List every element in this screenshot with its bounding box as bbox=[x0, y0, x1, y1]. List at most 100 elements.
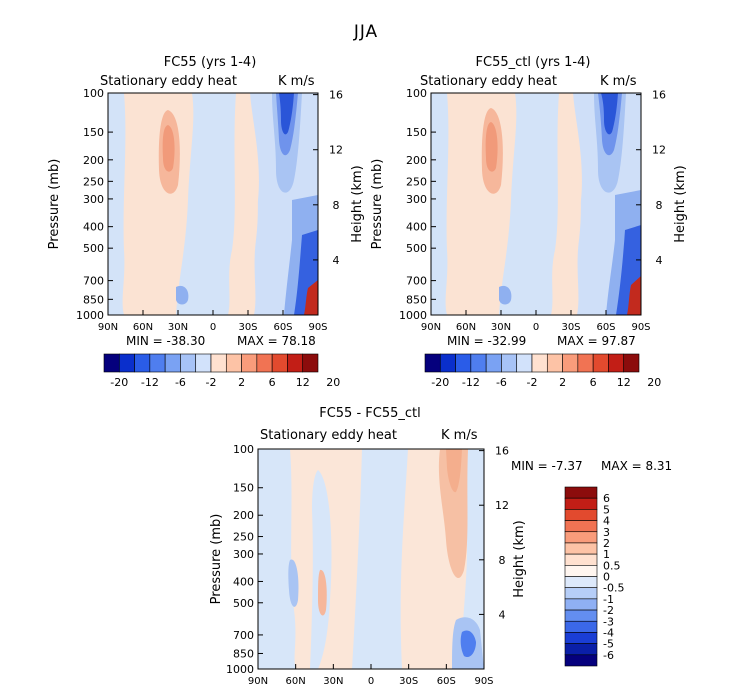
x-tick-label: 30S bbox=[238, 322, 257, 333]
positive-max-sh bbox=[438, 449, 468, 579]
colorbar-swatch bbox=[531, 353, 548, 373]
colorbar: -20 -12 -6 -2 2 6 12 20 bbox=[424, 353, 661, 389]
contour-field bbox=[258, 449, 484, 669]
x-axis: 90N 60N 30N 0 30S 60S 90S bbox=[98, 310, 328, 333]
y-tick-label: 200 bbox=[83, 154, 104, 167]
left-label: Stationary eddy heat bbox=[260, 428, 397, 443]
y-tick-label: 250 bbox=[406, 175, 427, 188]
colorbar-swatch bbox=[546, 353, 563, 373]
x-tick-label: 90S bbox=[474, 676, 493, 687]
units-label: K m/s bbox=[600, 74, 637, 89]
y-right-tick-label: 12 bbox=[495, 499, 509, 512]
y-tick-label: 1000 bbox=[76, 309, 104, 322]
y-tick-label: 200 bbox=[233, 509, 254, 522]
y-axis-label: Pressure (mb) bbox=[370, 159, 385, 250]
positive-jet-sh bbox=[561, 93, 581, 315]
y-right-tick-label: 8 bbox=[333, 199, 340, 212]
x-axis: 90N 60N 30N 0 30S 60S 90S bbox=[248, 664, 494, 687]
x-tick-label: 60N bbox=[456, 322, 476, 333]
y-axis-left: 100 150 200 250 300 400 500 700 850 1000 bbox=[226, 443, 263, 676]
colorbar-swatch bbox=[577, 353, 594, 373]
positive-core-nh bbox=[162, 125, 175, 172]
max-value: MAX = 97.87 bbox=[557, 334, 636, 348]
y-tick-label: 1000 bbox=[226, 663, 254, 676]
colorbar-swatch bbox=[564, 509, 598, 521]
colorbar-label: 6 bbox=[590, 376, 597, 389]
panel-title: FC55 (yrs 1-4) bbox=[164, 55, 257, 70]
y-axis-left: 100 150 200 250 300 400 500 700 850 1000 bbox=[76, 87, 113, 322]
figure-title: JJA bbox=[353, 22, 378, 42]
colorbar-swatch bbox=[564, 542, 598, 555]
negative-region-tropics bbox=[499, 93, 559, 315]
colorbar-label: 0 bbox=[603, 571, 610, 584]
colorbar-swatch bbox=[564, 565, 598, 577]
y-tick-label: 150 bbox=[406, 126, 427, 139]
colorbar-swatch bbox=[256, 353, 273, 373]
contour-field bbox=[431, 93, 641, 315]
colorbar-swatch bbox=[516, 353, 533, 373]
y-axis-label-right: Height (km) bbox=[512, 520, 527, 597]
colorbar-label: -6 bbox=[175, 376, 186, 389]
colorbar-label: -3 bbox=[603, 615, 614, 628]
y-axis-right: 16 12 8 4 bbox=[313, 89, 343, 267]
colorbar-label: -12 bbox=[141, 376, 159, 389]
colorbar-swatch bbox=[564, 587, 598, 600]
y-tick-label: 850 bbox=[233, 647, 254, 660]
positive-surface-max bbox=[627, 276, 641, 315]
x-tick-label: 90S bbox=[308, 322, 327, 333]
y-right-tick-label: 4 bbox=[499, 608, 506, 621]
colorbar-swatch bbox=[564, 598, 598, 611]
colorbar-label: -6 bbox=[603, 649, 614, 662]
max-value: MAX = 8.31 bbox=[601, 459, 672, 473]
colorbar-swatch bbox=[287, 353, 304, 373]
negative-low-level-spot bbox=[176, 285, 189, 305]
y-tick-label: 150 bbox=[233, 482, 254, 495]
negative-region-midlevel bbox=[352, 449, 408, 669]
colorbar-swatch bbox=[424, 353, 441, 373]
y-axis-label: Pressure (mb) bbox=[47, 159, 62, 250]
y-tick-label: 500 bbox=[406, 242, 427, 255]
y-tick-label: 300 bbox=[406, 193, 427, 206]
y-tick-label: 400 bbox=[83, 221, 104, 234]
colorbar-swatch bbox=[564, 486, 598, 499]
colorbar-swatch bbox=[564, 643, 598, 656]
y-axis-right: 16 12 8 4 bbox=[479, 445, 509, 621]
colorbar-swatch bbox=[470, 353, 487, 373]
contour-field bbox=[108, 93, 318, 315]
colorbar-swatch bbox=[564, 654, 598, 667]
y-tick-label: 250 bbox=[233, 531, 254, 544]
colorbar-swatch bbox=[302, 353, 319, 373]
x-tick-label: 60N bbox=[286, 676, 306, 687]
x-tick-label: 30S bbox=[561, 322, 580, 333]
colorbar-swatch bbox=[225, 353, 242, 373]
colorbar-swatch bbox=[439, 353, 456, 373]
y-tick-label: 400 bbox=[406, 221, 427, 234]
y-axis-left: 100 150 200 250 300 400 500 700 850 1000 bbox=[399, 87, 436, 322]
x-tick-label: 30S bbox=[399, 676, 418, 687]
colorbar-swatch bbox=[210, 353, 227, 373]
colorbar-swatch bbox=[195, 353, 212, 373]
colorbar-swatch bbox=[149, 353, 166, 373]
left-label: Stationary eddy heat bbox=[100, 74, 237, 89]
positive-core-sh bbox=[446, 449, 462, 493]
colorbar-swatch bbox=[564, 531, 598, 544]
y-tick-label: 500 bbox=[83, 242, 104, 255]
colorbar-swatch bbox=[118, 353, 135, 373]
colorbar-swatch bbox=[564, 576, 598, 588]
colorbar-label: 6 bbox=[269, 376, 276, 389]
y-tick-label: 500 bbox=[233, 597, 254, 610]
colorbar-label: 2 bbox=[559, 376, 566, 389]
y-tick-label: 850 bbox=[83, 293, 104, 306]
y-right-tick-label: 8 bbox=[499, 554, 506, 567]
colorbar-swatch bbox=[564, 520, 598, 533]
colorbar-swatch bbox=[180, 353, 197, 373]
colorbar-swatch bbox=[592, 353, 609, 373]
colorbar-swatch bbox=[564, 620, 598, 633]
x-tick-label: 60S bbox=[273, 322, 292, 333]
colorbar-label: 20 bbox=[326, 376, 340, 389]
colorbar: -20 -12 -6 -2 2 6 12 20 bbox=[103, 353, 340, 389]
panel-fc55-ctl: FC55_ctl (yrs 1-4) Stationary eddy heat … bbox=[370, 55, 688, 389]
colorbar-swatch bbox=[562, 353, 579, 373]
y-axis-label-right: Height (km) bbox=[673, 165, 688, 242]
colorbar-swatch bbox=[241, 353, 258, 373]
